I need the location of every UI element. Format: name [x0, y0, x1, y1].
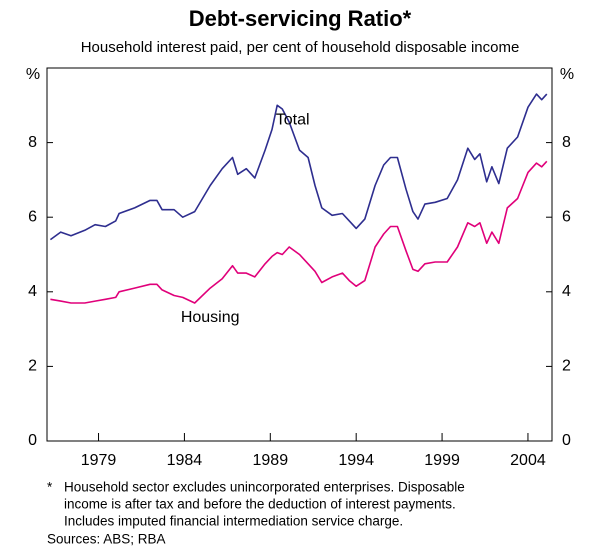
y-tick-label: 8 — [28, 134, 37, 151]
chart-title: Debt-servicing Ratio* — [189, 6, 412, 31]
y2-tick-label: 4 — [562, 283, 571, 300]
footnote-line: Household sector excludes unincorporated… — [64, 480, 465, 495]
x-tick-label: 1999 — [424, 452, 460, 469]
y2-axis-label: % — [560, 66, 574, 83]
series-label: Housing — [181, 309, 240, 326]
sources: Sources: ABS; RBA — [47, 532, 166, 547]
y-tick-label: 4 — [28, 283, 37, 300]
y2-tick-label: 0 — [562, 432, 571, 449]
y2-tick-label: 6 — [562, 208, 571, 225]
footnote-line: income is after tax and before the deduc… — [64, 497, 456, 512]
y-axis-label: % — [26, 66, 40, 83]
chart-subtitle: Household interest paid, per cent of hou… — [81, 39, 520, 56]
series-label: Total — [276, 111, 310, 128]
footnote-line: Includes imputed financial intermediatio… — [64, 514, 403, 529]
footnote-mark: * — [47, 480, 53, 495]
y-tick-label: 2 — [28, 358, 37, 375]
x-tick-label: 1994 — [338, 452, 374, 469]
series-line — [50, 160, 548, 304]
x-tick-label: 2004 — [510, 452, 546, 469]
series-line — [49, 93, 548, 241]
y-tick-label: 0 — [28, 432, 37, 449]
y2-tick-label: 8 — [562, 134, 571, 151]
x-tick-label: 1979 — [81, 452, 117, 469]
plot-frame — [46, 67, 553, 442]
x-tick-label: 1989 — [253, 452, 289, 469]
y-tick-label: 6 — [28, 208, 37, 225]
x-tick-label: 1984 — [167, 452, 203, 469]
y2-tick-label: 2 — [562, 358, 571, 375]
